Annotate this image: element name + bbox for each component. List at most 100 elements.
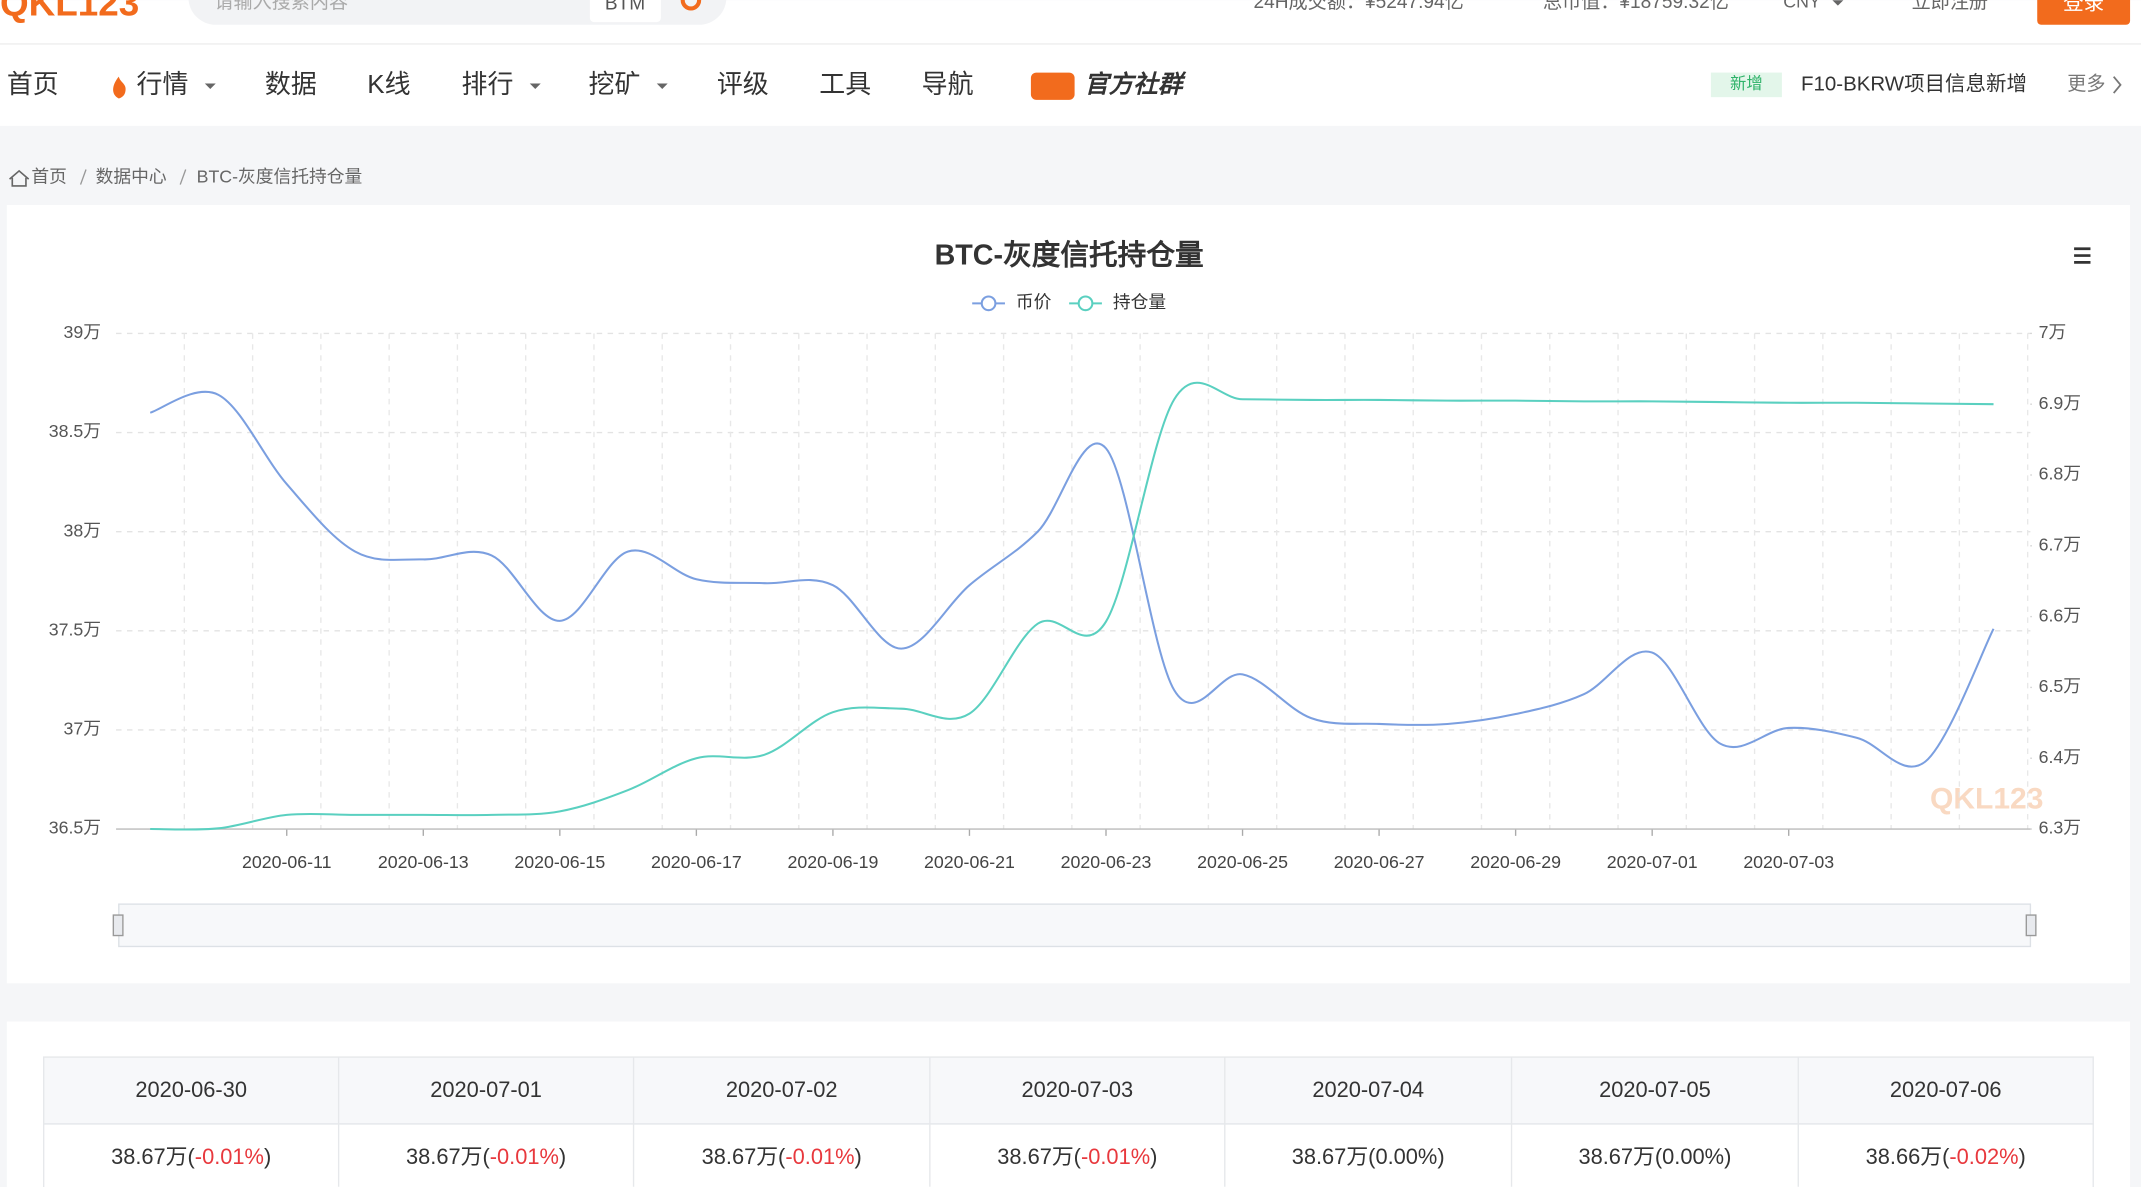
y2-tick-label: 6.4万: [2039, 747, 2081, 767]
breadcrumb-item: BTC-灰度信托持仓量: [197, 166, 363, 186]
table-header: 2020-07-05: [1599, 1077, 1711, 1102]
nav-item[interactable]: 数据: [265, 70, 317, 99]
register[interactable]: 立即注册: [1912, 0, 1988, 13]
search-icon[interactable]: [680, 0, 702, 11]
table-cell: 38.67万(-0.01%): [702, 1144, 862, 1169]
cell-close: ): [1150, 1144, 1157, 1169]
cell-close: ): [264, 1144, 271, 1169]
nav-item[interactable]: 评级: [717, 70, 769, 99]
table-header: 2020-07-01: [430, 1077, 542, 1102]
y2-tick-label: 6.8万: [2039, 464, 2081, 484]
cell-change: -0.01%: [195, 1144, 264, 1169]
y2-tick-label: 7万: [2039, 322, 2067, 342]
cell-close: ): [2019, 1144, 2026, 1169]
table-cell: 38.67万(0.00%): [1292, 1144, 1445, 1169]
chart-card: [6, 205, 2131, 984]
fire-icon: [113, 76, 126, 99]
zoom-handle[interactable]: [2025, 914, 2037, 937]
nav-item[interactable]: 排行: [462, 70, 514, 99]
y-tick-label: 38.5万: [49, 421, 101, 441]
series-line: [149, 390, 1995, 768]
legend-label[interactable]: 币价: [1016, 292, 1052, 312]
watermark: QKL123: [1930, 782, 2043, 815]
x-tick-label: 2020-06-15: [514, 852, 605, 872]
nav-item[interactable]: K线: [367, 70, 410, 99]
login[interactable]: 登录: [2063, 0, 2104, 15]
y-tick-label: 37.5万: [49, 619, 101, 639]
series-line: [150, 381, 1994, 831]
table-cell: 38.67万(-0.01%): [997, 1144, 1157, 1169]
x-tick-label: 2020-07-03: [1743, 852, 1834, 872]
x-tick-label: 2020-06-23: [1061, 852, 1152, 872]
y2-tick-label: 6.9万: [2039, 393, 2081, 413]
x-tick-label: 2020-06-17: [651, 852, 742, 872]
y2-tick-label: 6.3万: [2039, 818, 2081, 838]
nav-item[interactable]: 行情: [137, 70, 189, 99]
cell-price: 38.66万(: [1866, 1144, 1950, 1169]
cell-change: -0.02%: [1949, 1144, 2018, 1169]
table-header: 2020-07-03: [1021, 1077, 1133, 1102]
breadcrumb-item[interactable]: 数据中心: [96, 166, 167, 186]
x-tick-label: 2020-06-21: [924, 852, 1015, 872]
breadcrumb-item[interactable]: 首页: [31, 166, 67, 186]
logo[interactable]: QKL123: [0, 0, 139, 23]
caret: [1832, 0, 1844, 6]
legend-marker: [1077, 295, 1094, 312]
cell-price: 38.67万(: [406, 1144, 490, 1169]
cell-change: 0.00%: [1662, 1144, 1724, 1169]
breadcrumb-sep: [179, 169, 187, 185]
more[interactable]: 更多: [2067, 73, 2105, 95]
market-cap: 总市值：¥18759.32亿: [1543, 0, 1729, 13]
chart-title: BTC-灰度信托持仓量: [935, 239, 1204, 271]
caret: [656, 83, 668, 89]
search-coin-bg[interactable]: [589, 0, 661, 23]
menu-icon[interactable]: [2074, 247, 2091, 264]
nav-item[interactable]: 首页: [7, 70, 59, 99]
currency[interactable]: CNY: [1783, 0, 1821, 12]
y-tick-label: 36.5万: [49, 818, 101, 838]
caret: [204, 83, 216, 89]
legend-label[interactable]: 持仓量: [1113, 292, 1166, 312]
y-tick-label: 38万: [64, 520, 101, 540]
news[interactable]: F10-BKRW项目信息新增: [1801, 72, 2027, 95]
cell-price: 38.67万(: [1578, 1144, 1662, 1169]
login-button[interactable]: [2037, 0, 2131, 25]
search-placeholder[interactable]: 请输入搜索内容: [214, 0, 348, 13]
nav: 首页 行情 数据 K线 排行 挖矿 评级 工具 导航 官方社群: [7, 70, 1187, 100]
table-header: 2020-07-04: [1312, 1077, 1424, 1102]
zoom-handle[interactable]: [112, 914, 124, 937]
y2-tick-label: 6.7万: [2039, 534, 2081, 554]
cell-price: 38.67万(: [111, 1144, 195, 1169]
nav-item[interactable]: 导航: [922, 70, 974, 99]
cell-close: ): [1724, 1144, 1731, 1169]
x-tick-label: 2020-06-13: [378, 852, 469, 872]
search-coin[interactable]: BTM: [605, 0, 645, 14]
zoom-slider[interactable]: [118, 903, 2032, 948]
home-icon: [9, 169, 30, 187]
cell-change: -0.01%: [490, 1144, 559, 1169]
x-tick-label: 2020-06-29: [1470, 852, 1561, 872]
x-tick-label: 2020-07-01: [1607, 852, 1698, 872]
cell-price: 38.67万(: [1292, 1144, 1376, 1169]
cell-change: -0.01%: [1081, 1144, 1150, 1169]
cell-price: 38.67万(: [702, 1144, 786, 1169]
nav-item[interactable]: 工具: [819, 71, 871, 99]
cell-price: 38.67万(: [997, 1144, 1081, 1169]
nav-item[interactable]: 挖矿: [589, 70, 641, 99]
y2-tick-label: 6.6万: [2039, 605, 2081, 625]
table: 2020-06-30 2020-07-01 2020-07-02 2020-07-03…: [43, 1056, 2094, 1187]
volume: 24H成交额：¥5247.94亿: [1253, 0, 1463, 13]
cell-change: 0.00%: [1375, 1144, 1437, 1169]
badge: 新增: [1730, 75, 1763, 93]
y-tick-label: 37万: [64, 719, 101, 739]
badge-bg: [1710, 72, 1782, 98]
caret: [529, 83, 541, 89]
community[interactable]: 官方社群: [1084, 71, 1187, 99]
table-cell: 38.67万(0.00%): [1578, 1144, 1731, 1169]
y-tick-label: 39万: [64, 322, 101, 342]
cell-close: ): [855, 1144, 862, 1169]
table-header: 2020-07-02: [726, 1077, 838, 1102]
cell-close: ): [559, 1144, 566, 1169]
